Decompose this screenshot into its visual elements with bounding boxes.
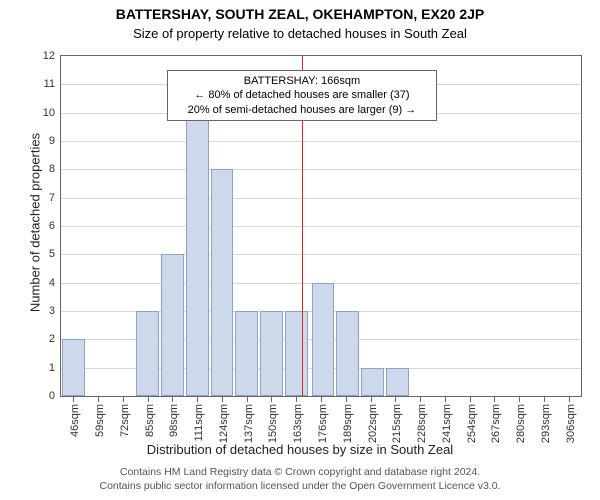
chart-container: BATTERSHAY, SOUTH ZEAL, OKEHAMPTON, EX20… bbox=[0, 0, 600, 500]
x-tick bbox=[73, 396, 74, 402]
y-tick-label: 10 bbox=[43, 107, 61, 119]
plot-area: 012345678910111246sqm59sqm72sqm85sqm98sq… bbox=[60, 55, 582, 397]
footer: Contains HM Land Registry data © Crown c… bbox=[0, 465, 600, 493]
histogram-bar bbox=[260, 311, 283, 396]
x-tick-label: 150sqm bbox=[267, 404, 279, 443]
x-tick-label: 163sqm bbox=[292, 404, 304, 443]
histogram-bar bbox=[285, 311, 308, 396]
histogram-bar bbox=[361, 368, 384, 396]
y-tick-label: 1 bbox=[49, 362, 61, 374]
histogram-bar bbox=[136, 311, 159, 396]
x-tick bbox=[470, 396, 471, 402]
y-tick-label: 4 bbox=[49, 277, 61, 289]
x-tick-label: 202sqm bbox=[367, 404, 379, 443]
x-tick-label: 124sqm bbox=[218, 404, 230, 443]
chart-title: BATTERSHAY, SOUTH ZEAL, OKEHAMPTON, EX20… bbox=[0, 6, 600, 22]
x-tick bbox=[172, 396, 173, 402]
x-tick-label: 280sqm bbox=[515, 404, 527, 443]
y-tick-label: 11 bbox=[44, 78, 61, 90]
x-tick bbox=[445, 396, 446, 402]
x-tick bbox=[197, 396, 198, 402]
histogram-bar bbox=[161, 254, 184, 396]
x-axis-label: Distribution of detached houses by size … bbox=[0, 442, 600, 457]
x-tick-label: 189sqm bbox=[342, 404, 354, 443]
y-tick-label: 2 bbox=[49, 333, 61, 345]
x-tick-label: 228sqm bbox=[416, 404, 428, 443]
x-tick-label: 241sqm bbox=[441, 404, 453, 443]
grid-line bbox=[61, 141, 581, 142]
x-tick bbox=[321, 396, 322, 402]
histogram-bar bbox=[235, 311, 258, 396]
y-tick-label: 7 bbox=[49, 192, 61, 204]
x-tick bbox=[222, 396, 223, 402]
y-tick-label: 9 bbox=[49, 135, 61, 147]
x-tick bbox=[544, 396, 545, 402]
y-tick-label: 8 bbox=[49, 163, 61, 175]
x-tick-label: 98sqm bbox=[168, 404, 180, 437]
annotation-line-1: BATTERSHAY: 166sqm bbox=[174, 74, 430, 88]
x-tick-label: 176sqm bbox=[317, 404, 329, 443]
chart-subtitle: Size of property relative to detached ho… bbox=[0, 26, 600, 41]
histogram-bar bbox=[62, 339, 85, 396]
grid-line bbox=[61, 226, 581, 227]
y-tick-label: 5 bbox=[49, 248, 61, 260]
histogram-bar bbox=[386, 368, 409, 396]
grid-line bbox=[61, 169, 581, 170]
x-tick-label: 59sqm bbox=[94, 404, 106, 437]
x-tick bbox=[371, 396, 372, 402]
x-tick bbox=[123, 396, 124, 402]
x-tick bbox=[247, 396, 248, 402]
annotation-box: BATTERSHAY: 166sqm← 80% of detached hous… bbox=[167, 70, 437, 121]
x-tick-label: 306sqm bbox=[565, 404, 577, 443]
histogram-bar bbox=[211, 169, 234, 396]
x-tick-label: 85sqm bbox=[144, 404, 156, 437]
x-tick bbox=[519, 396, 520, 402]
x-tick-label: 137sqm bbox=[243, 404, 255, 443]
y-tick-label: 12 bbox=[43, 50, 61, 62]
x-tick-label: 72sqm bbox=[119, 404, 131, 437]
y-axis-label: Number of detached properties bbox=[28, 98, 43, 348]
grid-line bbox=[61, 198, 581, 199]
x-tick bbox=[395, 396, 396, 402]
x-tick-label: 267sqm bbox=[490, 404, 502, 443]
x-tick bbox=[271, 396, 272, 402]
annotation-line-3: 20% of semi-detached houses are larger (… bbox=[174, 103, 430, 117]
x-tick bbox=[346, 396, 347, 402]
y-tick-label: 6 bbox=[49, 220, 61, 232]
x-tick bbox=[98, 396, 99, 402]
x-tick-label: 46sqm bbox=[69, 404, 81, 437]
x-tick bbox=[148, 396, 149, 402]
histogram-bar bbox=[312, 283, 335, 396]
y-tick-label: 0 bbox=[49, 390, 61, 402]
footer-line-2: Contains public sector information licen… bbox=[100, 480, 501, 492]
x-tick bbox=[296, 396, 297, 402]
x-tick-label: 215sqm bbox=[391, 404, 403, 443]
histogram-bar bbox=[186, 113, 209, 396]
x-tick-label: 293sqm bbox=[540, 404, 552, 443]
grid-line bbox=[61, 254, 581, 255]
histogram-bar bbox=[336, 311, 359, 396]
x-tick bbox=[420, 396, 421, 402]
x-tick bbox=[494, 396, 495, 402]
footer-line-1: Contains HM Land Registry data © Crown c… bbox=[120, 466, 480, 478]
x-tick-label: 254sqm bbox=[466, 404, 478, 443]
y-tick-label: 3 bbox=[49, 305, 61, 317]
annotation-line-2: ← 80% of detached houses are smaller (37… bbox=[174, 88, 430, 102]
x-tick bbox=[569, 396, 570, 402]
x-tick-label: 111sqm bbox=[193, 404, 205, 442]
